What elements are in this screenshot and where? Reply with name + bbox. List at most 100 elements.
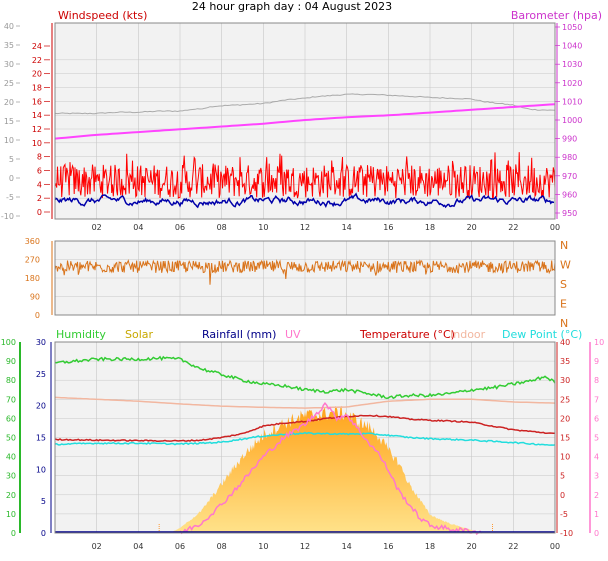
windspeed-tick-label: 18 [32,84,42,93]
x-tick-label-top: 00 [550,223,560,232]
x-tick-label-bottom: 02 [92,542,102,551]
direction-tick-label: 360 [25,237,40,246]
legend-item: Dew Point (°C) [502,328,582,341]
barometer-tick-label: 990 [562,135,577,144]
barometer-tick-label: 1050 [562,23,582,32]
barometer-tick-label: 960 [562,190,577,199]
direction-tick-label: 270 [25,256,40,265]
humidity-tick-label: 80 [6,376,16,385]
humidity-tick-label: 70 [6,395,16,404]
wind-average-line [54,192,555,209]
uv-tick-label: 2 [594,491,599,500]
legend-item: Humidity [56,328,106,341]
windspeed-tick-label: 10 [32,139,42,148]
wind-grey-tick-label: 15 [4,117,14,126]
x-tick-label-top: 16 [383,223,393,232]
temperature-line [54,414,556,442]
windspeed-tick-label: 16 [32,97,42,106]
gust-max-line [54,93,556,115]
barometer-tick-label: 1010 [562,97,582,106]
barometer-tick-label: 1000 [562,116,582,125]
windspeed-tick-label: 14 [32,111,42,120]
barometer-line [54,103,556,140]
windspeed-tick-label: 22 [32,56,42,65]
wind-series [54,93,556,209]
rainfall-tick-label: 15 [36,434,46,443]
compass-label: N [560,317,568,330]
wind-plot-frame [54,22,556,220]
x-tick-label-bottom: 18 [425,542,435,551]
humidity-tick-label: 40 [6,453,16,462]
rainfall-tick-label: 20 [36,402,46,411]
direction-series [54,259,556,285]
barometer-tick-label: 980 [562,153,577,162]
temperature-series [54,355,556,535]
wind-grey-tick-label: 10 [4,136,14,145]
uv-tick-label: 9 [594,357,599,366]
x-tick-label-bottom: 20 [467,542,477,551]
wind-direction-line [54,259,556,285]
x-tick-label-top: 04 [133,223,143,232]
compass-label: S [560,278,567,291]
barometer-tick-label: 1040 [562,42,582,51]
barometer-tick-label: 950 [562,209,577,218]
barometer-tick-label: 1030 [562,60,582,69]
uv-line [179,402,483,535]
windspeed-tick-label: 12 [32,125,42,134]
legend-item: Rainfall (mm) [202,328,276,341]
rainfall-tick-label: 10 [36,465,46,474]
direction-tick-label: 180 [25,274,40,283]
x-tick-label-bottom: 16 [383,542,393,551]
humidity-tick-label: 100 [1,338,16,347]
rainfall-tick-label: 0 [41,529,46,538]
windspeed-axis-label: Windspeed (kts) [58,9,147,22]
humidity-tick-label: 10 [6,510,16,519]
temperature-plot-frame [54,341,556,534]
wind-grey-tick-label: 0 [9,174,14,183]
windspeed-tick-label: 24 [32,42,42,51]
x-tick-label-top: 20 [467,223,477,232]
rainfall-tick-label: 25 [36,370,46,379]
windspeed-tick-label: 8 [37,153,42,162]
x-tick-label-bottom: 06 [175,542,185,551]
rainfall-tick-label: 30 [36,338,46,347]
x-tick-label-top: 22 [508,223,518,232]
compass-label: E [560,298,567,311]
windspeed-tick-label: 0 [37,208,42,217]
temperature-tick-label: 35 [560,357,570,366]
temperature-tick-label: -5 [560,510,568,519]
x-tick-label-top: 14 [342,223,352,232]
wind-grey-tick-label: 5 [9,155,14,164]
x-tick-label-bottom: 04 [133,542,143,551]
barometer-tick-label: 1020 [562,79,582,88]
rainfall-tick-label: 5 [41,497,46,506]
x-tick-label-top: 08 [217,223,227,232]
x-tick-label-top: 06 [175,223,185,232]
compass-label: W [560,259,571,272]
uv-tick-label: 4 [594,453,599,462]
chart-title: 24 hour graph day : 04 August 2023 [192,0,392,13]
compass-label: N [560,239,568,252]
uv-tick-label: 6 [594,414,599,423]
indoor-line [54,396,556,409]
windspeed-tick-label: 20 [32,70,42,79]
temperature-legend: Humidity Solar Rainfall (mm) UV Temperature … [56,328,582,341]
barometer-axis-label: Barometer (hpa) [511,9,602,22]
humidity-tick-label: 60 [6,414,16,423]
uv-tick-label: 8 [594,376,599,385]
humidity-line [54,355,556,400]
x-tick-label-bottom: 10 [258,542,268,551]
x-tick-label-bottom: 12 [300,542,310,551]
legend-item: UV [285,328,301,341]
uv-tick-label: 3 [594,472,599,481]
temperature-tick-label: 0 [560,491,565,500]
temperature-tick-label: -10 [560,529,573,538]
temperature-tick-label: 15 [560,434,570,443]
temperature-tick-label: 40 [560,338,570,347]
humidity-tick-label: 0 [11,529,16,538]
wind-grey-tick-label: 40 [4,22,14,31]
